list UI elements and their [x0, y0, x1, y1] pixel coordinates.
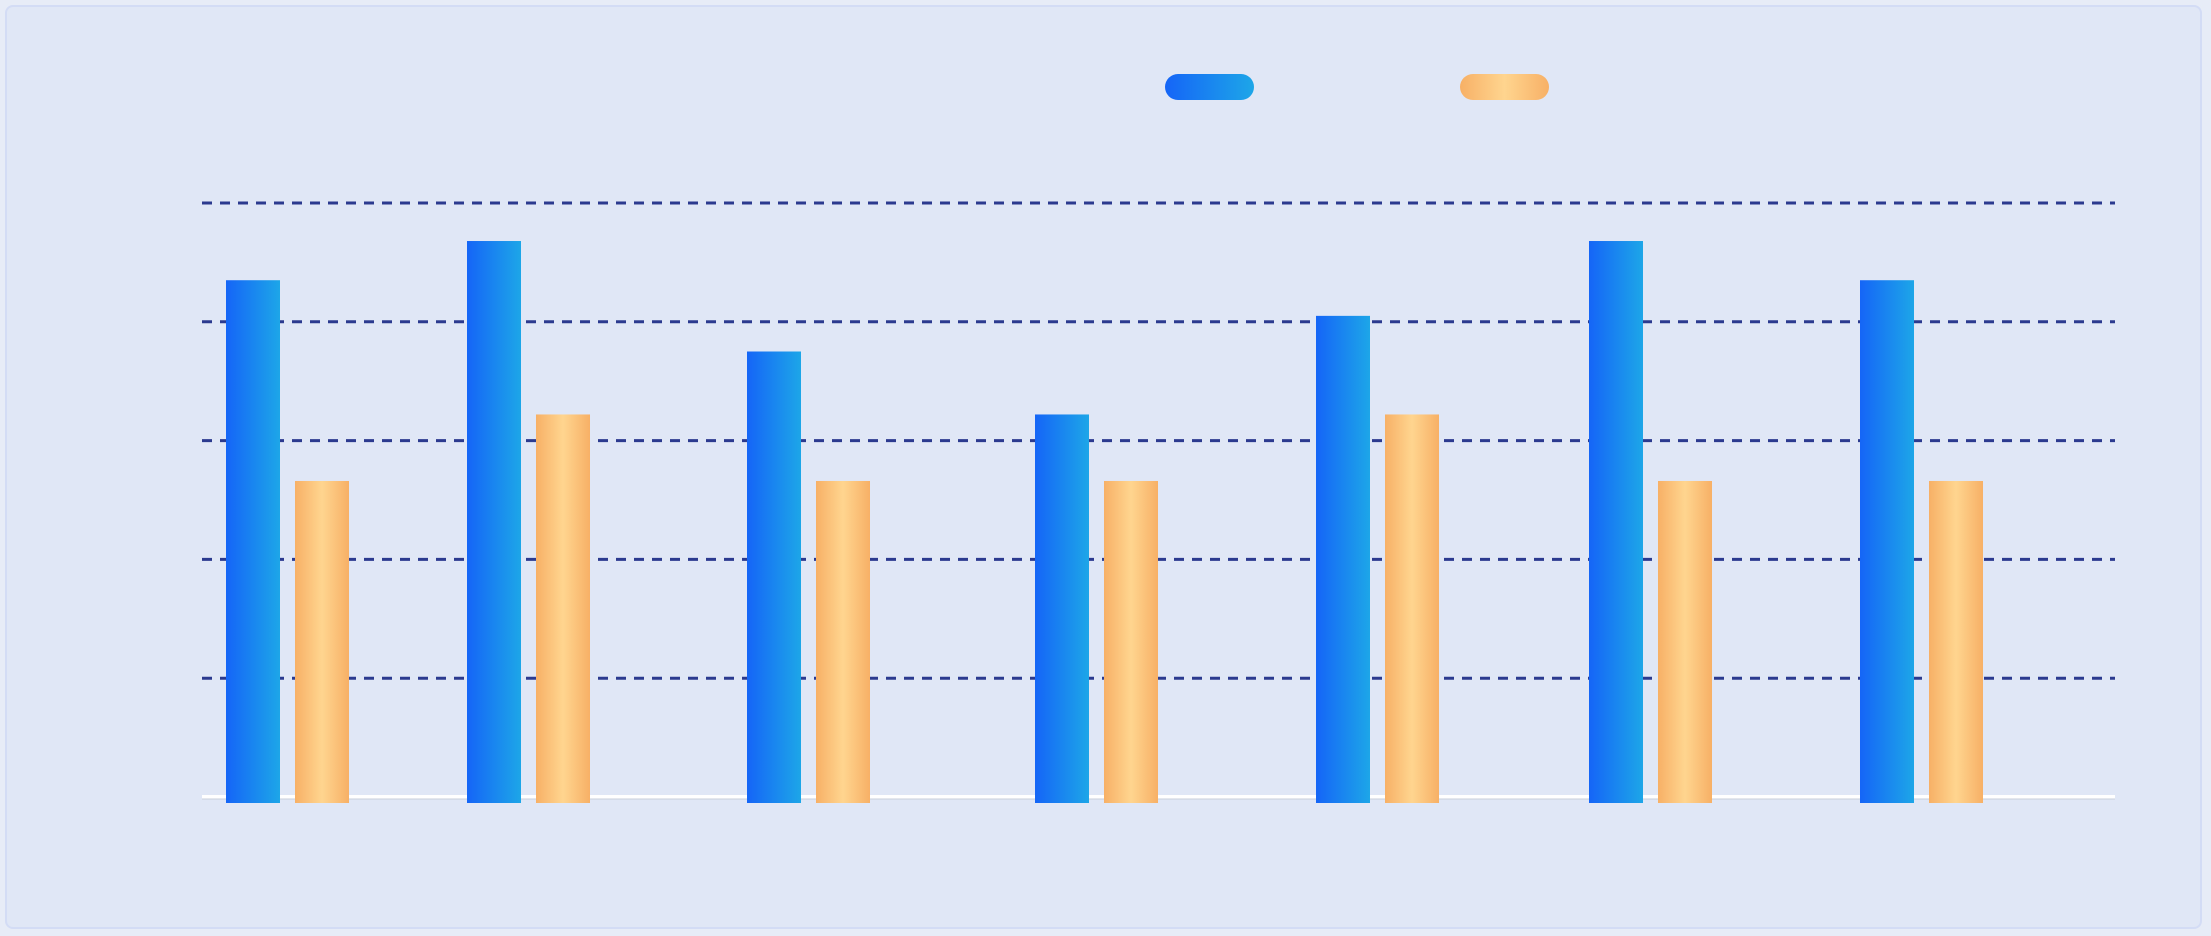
- chart-panel: [5, 5, 2202, 929]
- bar-series-2-item-6: [1658, 480, 1712, 803]
- bar-series-2-item-3: [816, 480, 870, 803]
- bar-series-2-item-5: [1385, 414, 1439, 803]
- legend: [1165, 74, 1549, 100]
- bar-series-1-item-4: [1035, 414, 1089, 803]
- bar-series-1-item-7: [1860, 280, 1914, 804]
- bar-series-1-item-1: [226, 280, 280, 804]
- gridlines: [202, 201, 2115, 680]
- bar-series-2-item-1: [295, 480, 349, 803]
- bar-series-2-item-2: [536, 414, 590, 803]
- bar-series-1-item-5: [1316, 315, 1370, 803]
- bar-series-1-item-3: [747, 351, 801, 803]
- legend-swatch-series-2[interactable]: [1460, 74, 1549, 100]
- bar-series-2-item-7: [1929, 480, 1983, 803]
- bars: [226, 241, 1983, 804]
- bar-series-1-item-6: [1589, 241, 1643, 804]
- bar-series-2-item-4: [1104, 480, 1158, 803]
- bar-series-1-item-2: [467, 241, 521, 804]
- legend-swatch-series-1[interactable]: [1165, 74, 1254, 100]
